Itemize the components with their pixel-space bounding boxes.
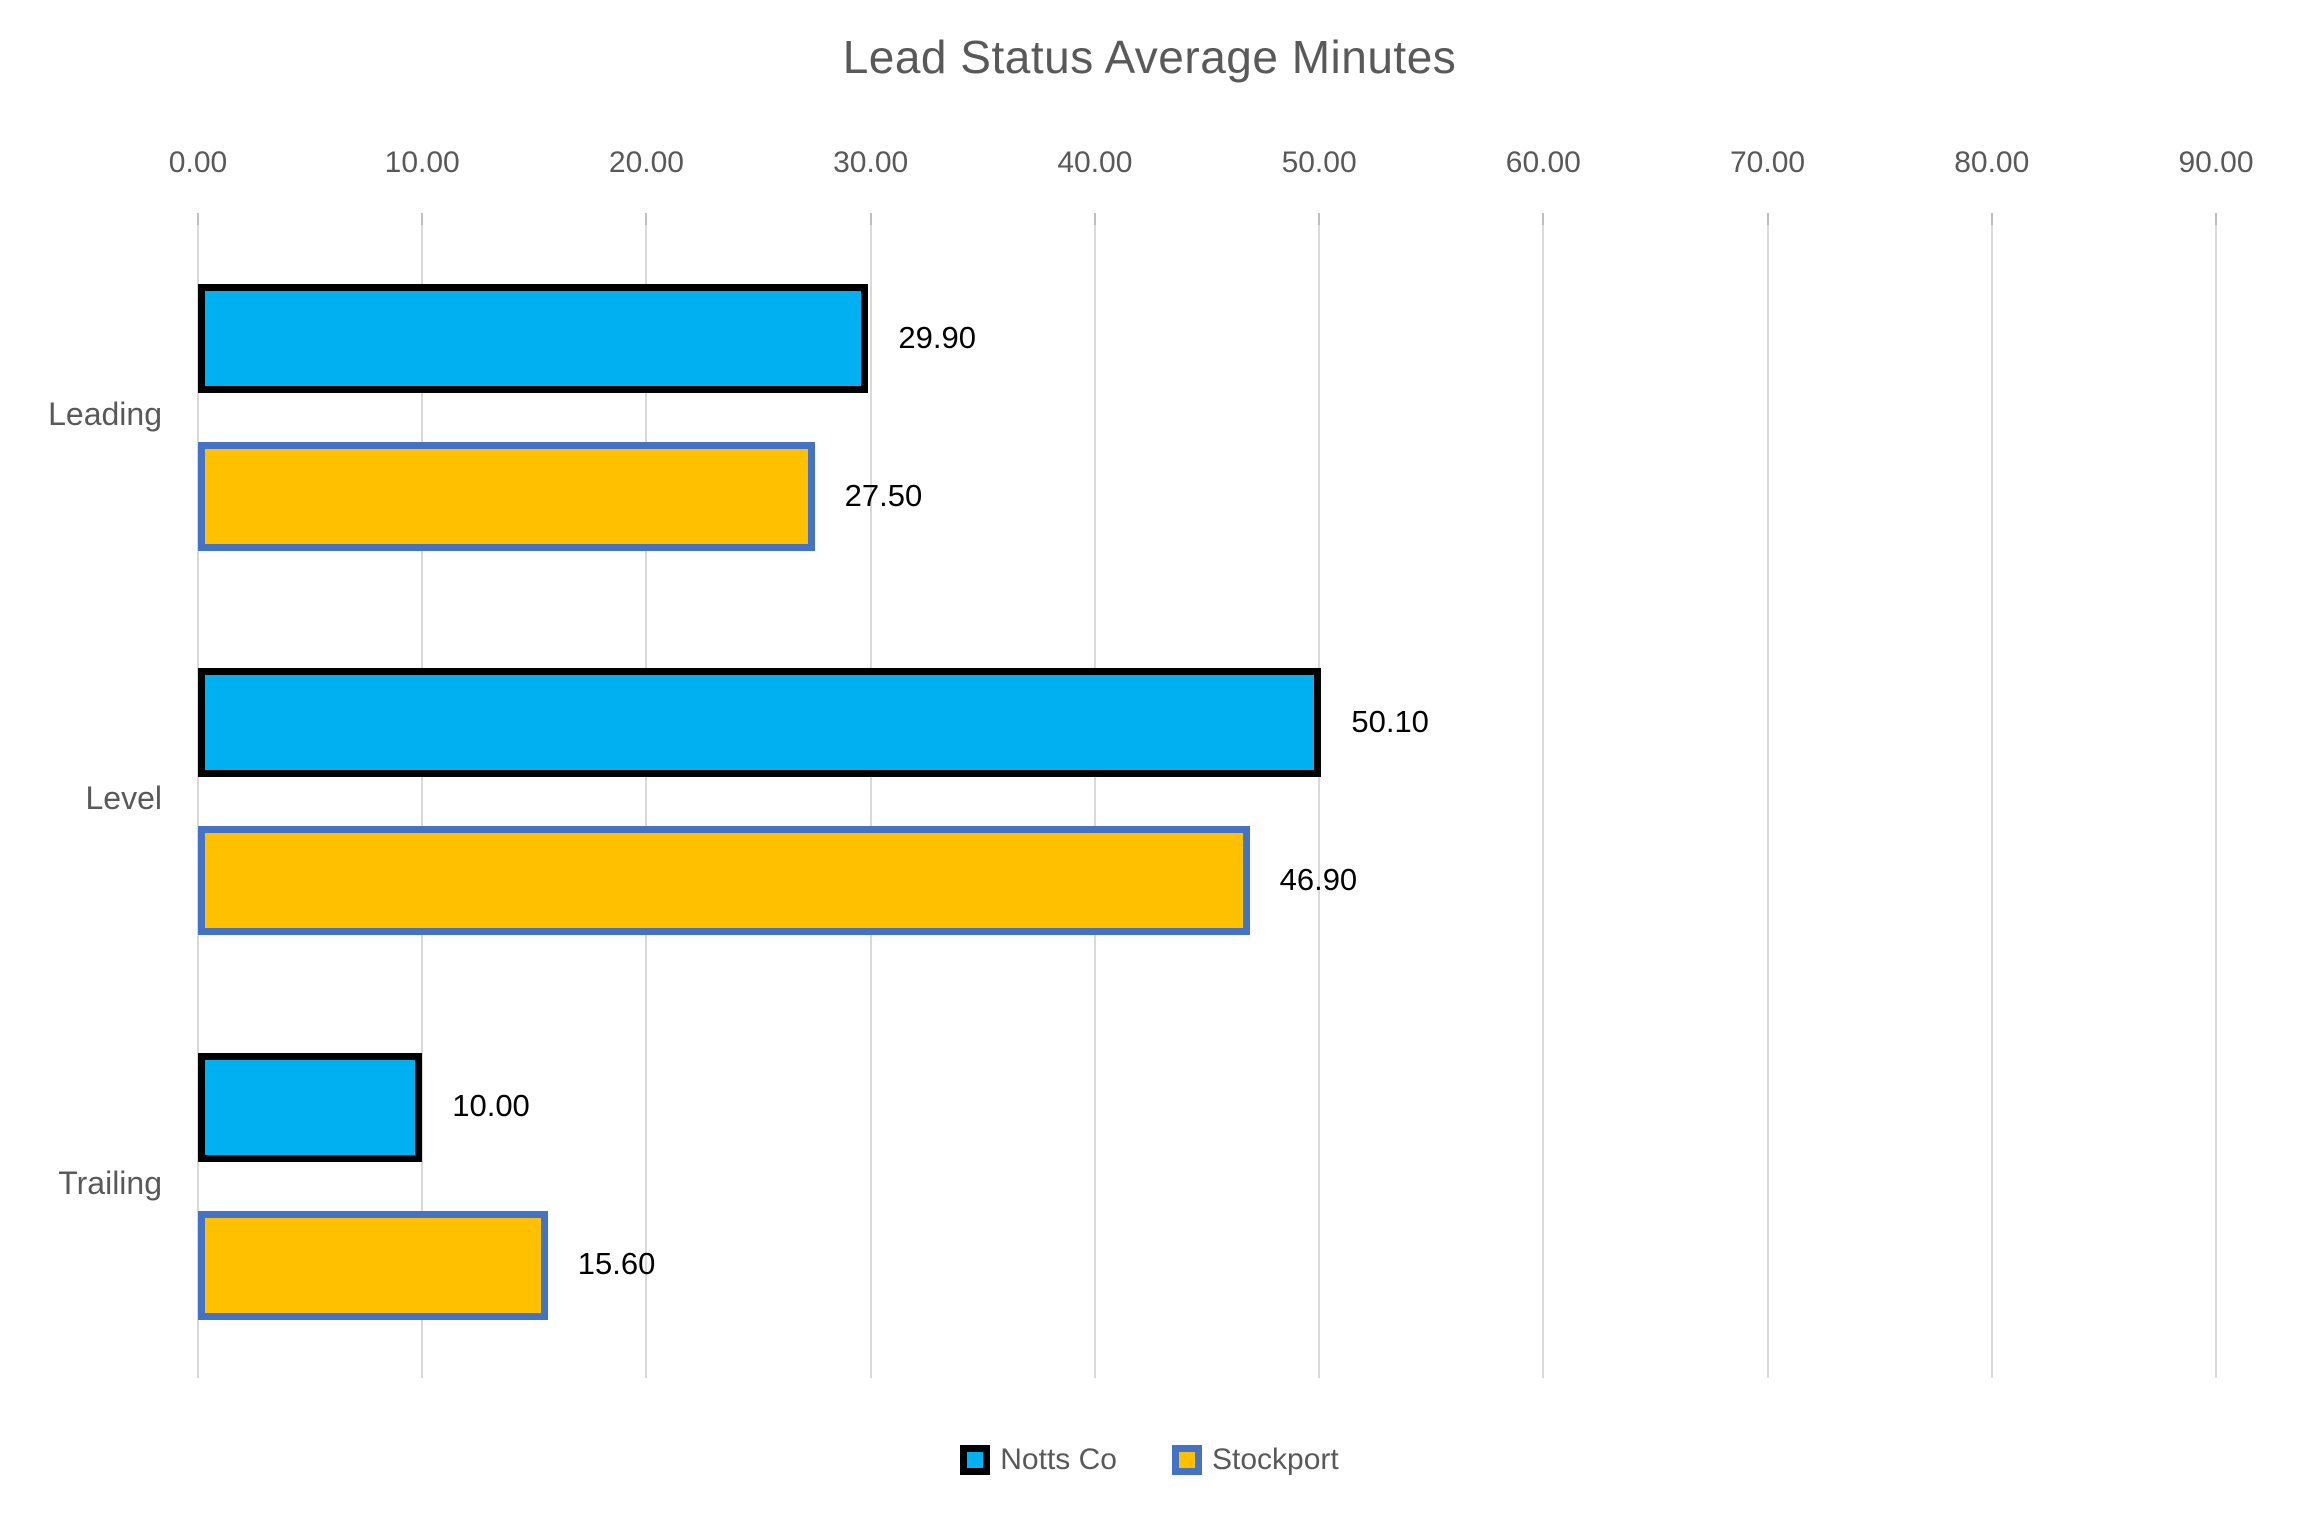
x-axis-tick-mark bbox=[421, 213, 424, 226]
gridline bbox=[1990, 225, 1993, 1378]
gridline bbox=[1318, 225, 1321, 1378]
x-axis-tick-label: 40.00 bbox=[1057, 146, 1133, 179]
bar-stockport-trailing bbox=[198, 1210, 548, 1320]
bar-notts-co-leading bbox=[198, 284, 869, 393]
legend: Notts Co Stockport bbox=[0, 1443, 2299, 1477]
x-axis-tick-label: 80.00 bbox=[1954, 146, 2030, 179]
gridline bbox=[645, 225, 648, 1378]
category-label-trailing: Trailing bbox=[58, 1164, 162, 1201]
data-label-stockport-level: 46.90 bbox=[1279, 861, 1358, 897]
x-axis-tick-mark bbox=[2215, 213, 2217, 226]
data-label-notts-co-level: 50.10 bbox=[1351, 703, 1429, 739]
x-axis-tick-mark bbox=[869, 213, 872, 226]
legend-item-notts-co: Notts Co bbox=[960, 1443, 1117, 1477]
data-label-notts-co-leading: 29.90 bbox=[898, 319, 976, 355]
gridline bbox=[421, 225, 424, 1378]
x-axis-tick-mark bbox=[197, 213, 199, 226]
gridline bbox=[869, 225, 872, 1378]
category-label-leading: Leading bbox=[48, 396, 162, 433]
data-label-stockport-trailing: 15.60 bbox=[577, 1246, 656, 1282]
bar-notts-co-level bbox=[198, 668, 1322, 778]
legend-label: Stockport bbox=[1211, 1443, 1339, 1476]
x-axis-tick-label: 30.00 bbox=[833, 146, 909, 179]
gridline bbox=[1093, 225, 1096, 1378]
x-axis-tick-label: 50.00 bbox=[1281, 146, 1357, 179]
x-axis-tick-mark bbox=[1318, 213, 1321, 226]
category-label-level: Level bbox=[85, 780, 163, 817]
legend-label: Notts Co bbox=[1000, 1443, 1117, 1476]
x-axis-tick-mark bbox=[645, 213, 648, 226]
gridline bbox=[1766, 225, 1769, 1378]
legend-swatch-notts-co-icon bbox=[960, 1445, 991, 1475]
x-axis-tick-label: 0.00 bbox=[168, 146, 228, 179]
gridline bbox=[197, 225, 199, 1378]
chart-title: Lead Status Average Minutes bbox=[842, 31, 1457, 83]
x-axis-tick-mark bbox=[1766, 213, 1769, 226]
x-axis-tick-label: 10.00 bbox=[384, 146, 460, 179]
x-axis-tick-mark bbox=[1093, 213, 1096, 226]
data-label-notts-co-trailing: 10.00 bbox=[452, 1088, 530, 1124]
gridline bbox=[2215, 225, 2217, 1378]
x-axis-tick-label: 60.00 bbox=[1505, 146, 1581, 179]
bar-stockport-leading bbox=[198, 442, 815, 551]
x-axis-tick-mark bbox=[1990, 213, 1993, 226]
x-axis-tick-label: 20.00 bbox=[608, 146, 684, 179]
bar-stockport-level bbox=[198, 826, 1250, 936]
bar-notts-co-trailing bbox=[198, 1052, 423, 1162]
x-axis-tick-label: 90.00 bbox=[2178, 146, 2254, 179]
gridline bbox=[1542, 225, 1545, 1378]
legend-item-stockport: Stockport bbox=[1171, 1443, 1339, 1477]
x-axis-tick-label: 70.00 bbox=[1730, 146, 1806, 179]
data-label-stockport-leading: 27.50 bbox=[844, 477, 923, 513]
x-axis-tick-mark bbox=[1542, 213, 1545, 226]
legend-swatch-stockport-icon bbox=[1171, 1445, 1202, 1475]
